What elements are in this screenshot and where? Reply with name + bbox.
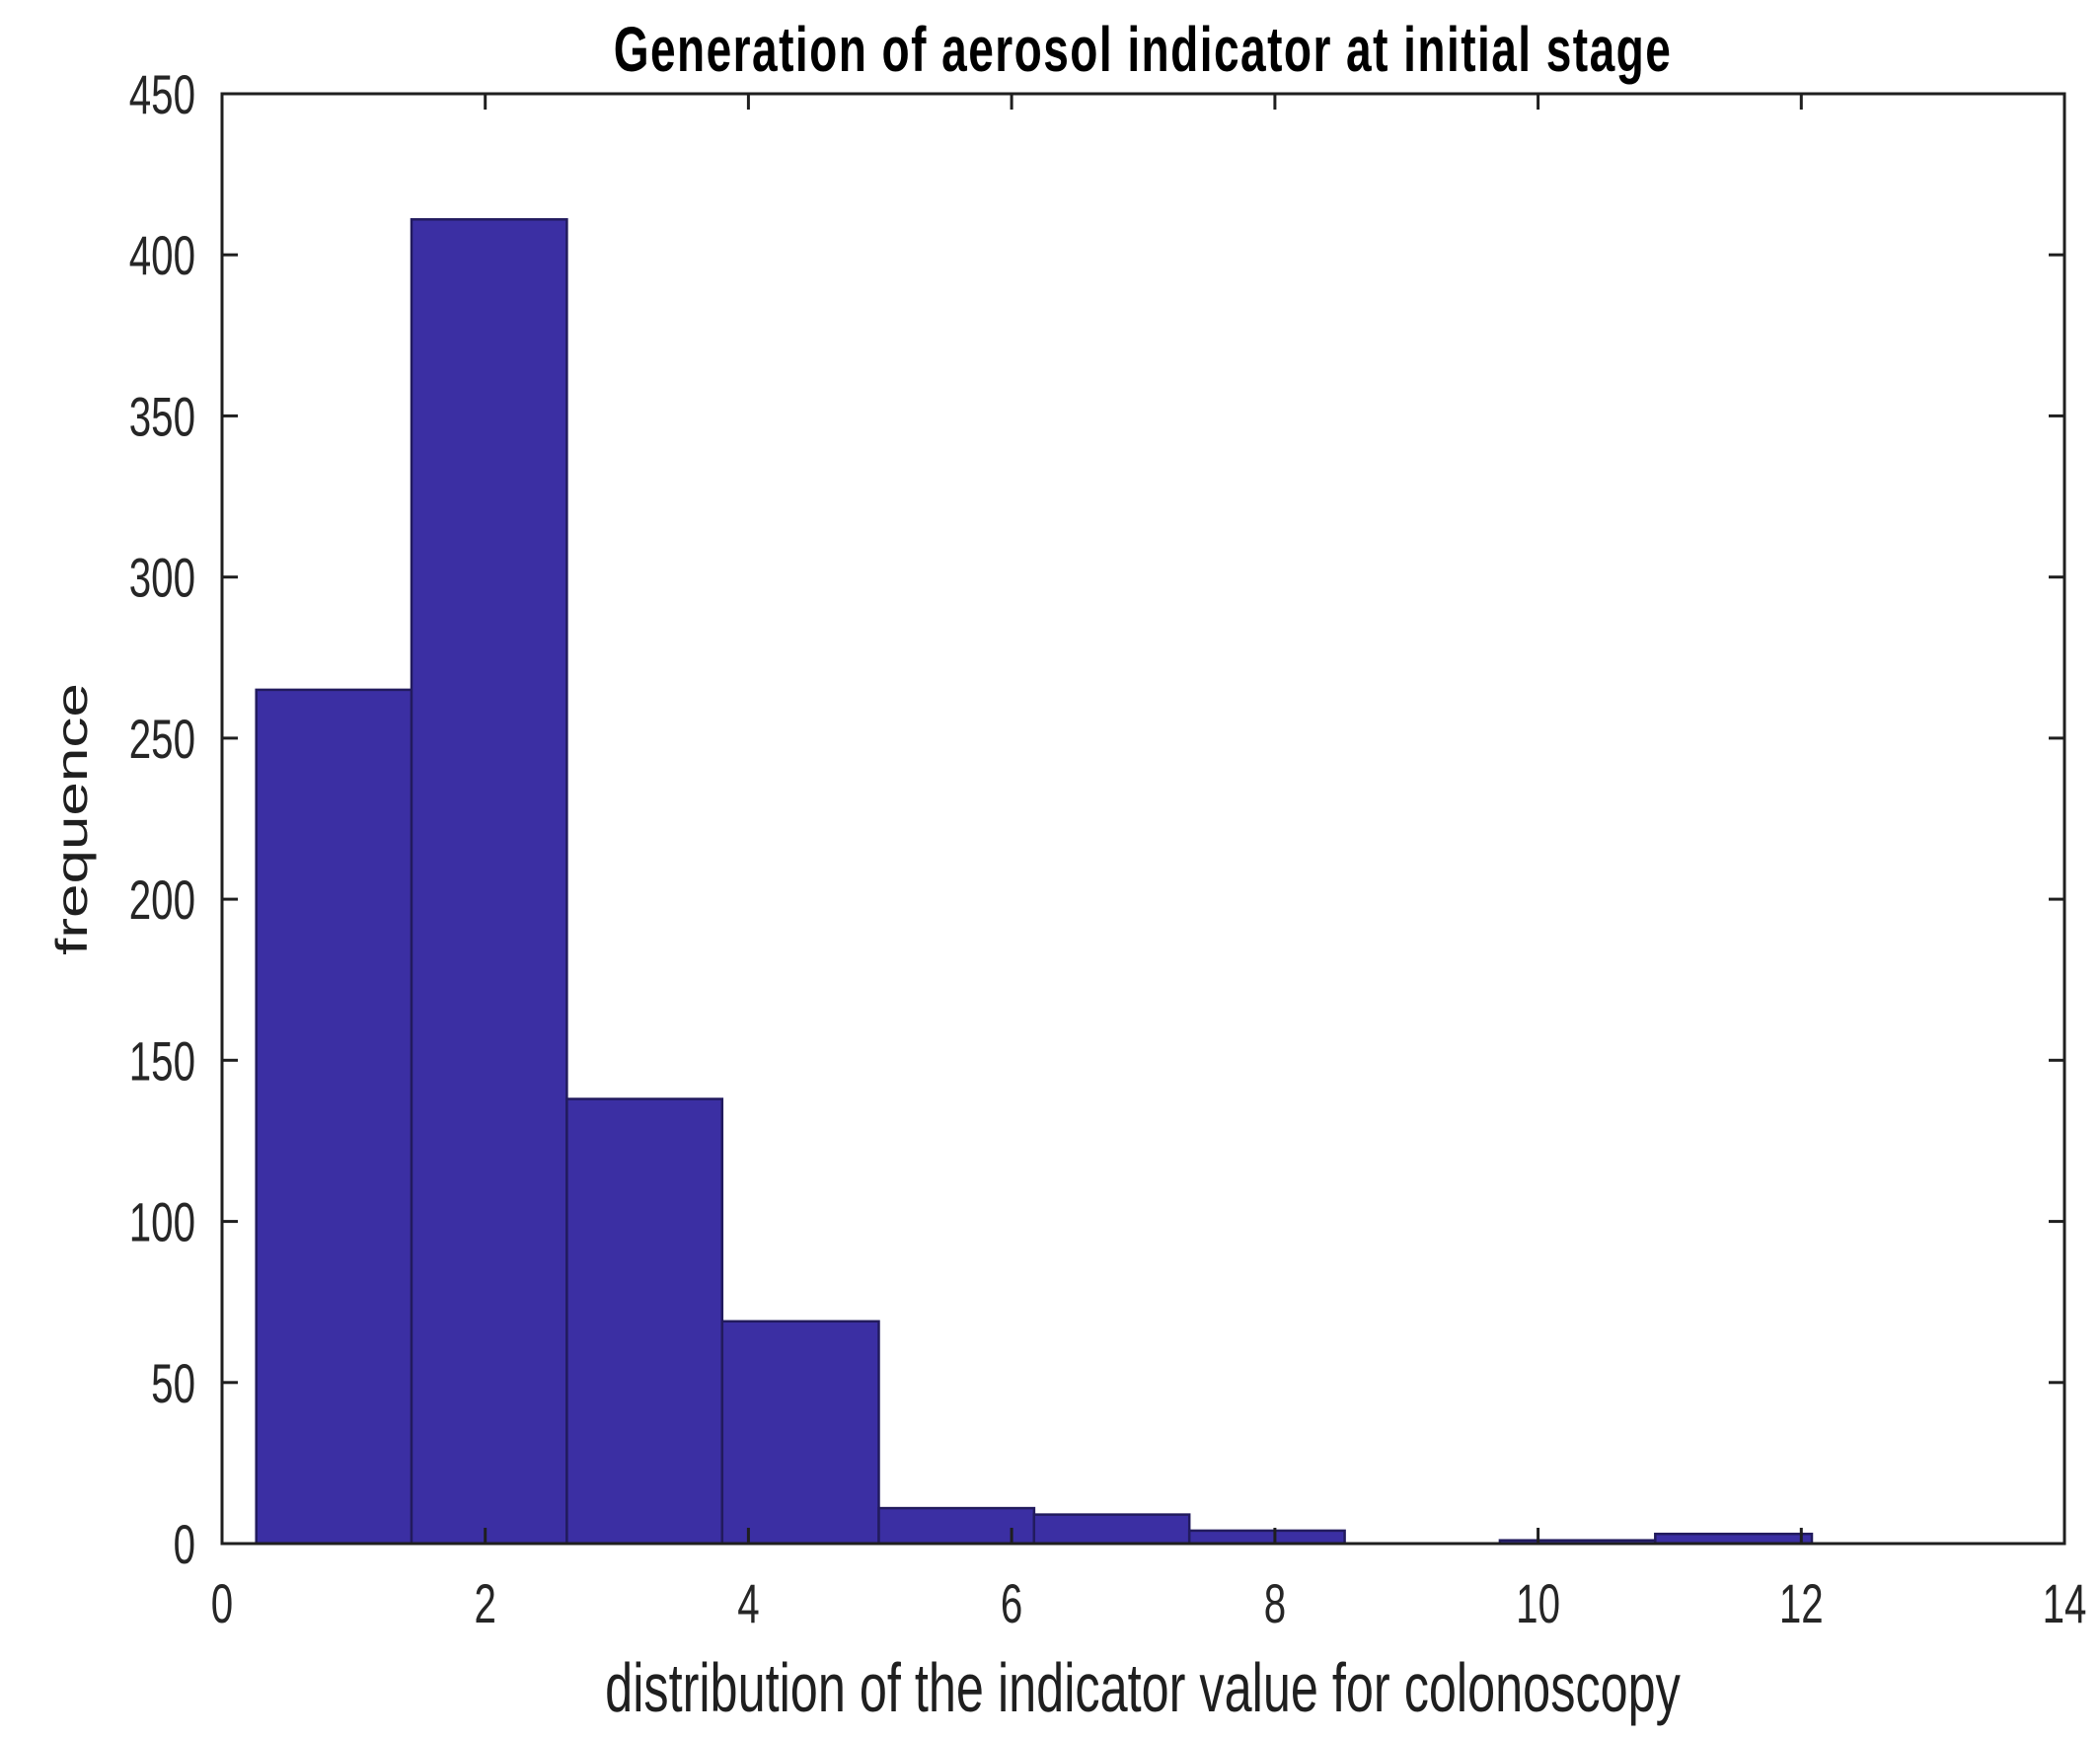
y-tick-label: 200 [129, 870, 195, 932]
y-tick-label: 0 [174, 1515, 195, 1576]
y-axis-label: frequence [47, 683, 97, 955]
x-tick-label: 10 [1516, 1574, 1560, 1635]
histogram-bar [255, 688, 413, 1546]
histogram-bars [255, 218, 1814, 1546]
y-tick-label: 350 [129, 387, 195, 448]
x-tick-label: 8 [1264, 1574, 1286, 1635]
x-tick-label: 12 [1779, 1574, 1824, 1635]
chart-title: Generation of aerosol indicator at initi… [614, 15, 1673, 85]
y-tick-label: 50 [151, 1353, 195, 1414]
histogram-bar [565, 1097, 724, 1546]
x-tick-label: 4 [737, 1574, 759, 1635]
histogram-bar [410, 218, 568, 1546]
y-tick-label: 300 [129, 548, 195, 609]
y-tick-label: 450 [129, 65, 195, 126]
plot-box-spines [220, 92, 2066, 1546]
x-tick-label: 0 [211, 1574, 233, 1635]
axes [220, 92, 2066, 1546]
x-axis-label: distribution of the indicator value for … [605, 1649, 1681, 1726]
histogram-bar [1187, 1529, 1346, 1546]
y-tick-label: 150 [129, 1031, 195, 1093]
y-tick-label: 100 [129, 1192, 195, 1253]
y-tick-label: 250 [129, 710, 195, 771]
x-tick-label: 2 [474, 1574, 495, 1635]
histogram-bar [1032, 1513, 1191, 1546]
y-tick-label: 400 [129, 226, 195, 287]
x-tick-label: 6 [1001, 1574, 1022, 1635]
histogram-bar [720, 1320, 880, 1546]
tick-labels: 0 2 4 6 8 10 12 14 0 50 100 150 200 250 300 350 400 450 [129, 65, 2087, 1635]
x-tick-label: 14 [2043, 1574, 2087, 1635]
